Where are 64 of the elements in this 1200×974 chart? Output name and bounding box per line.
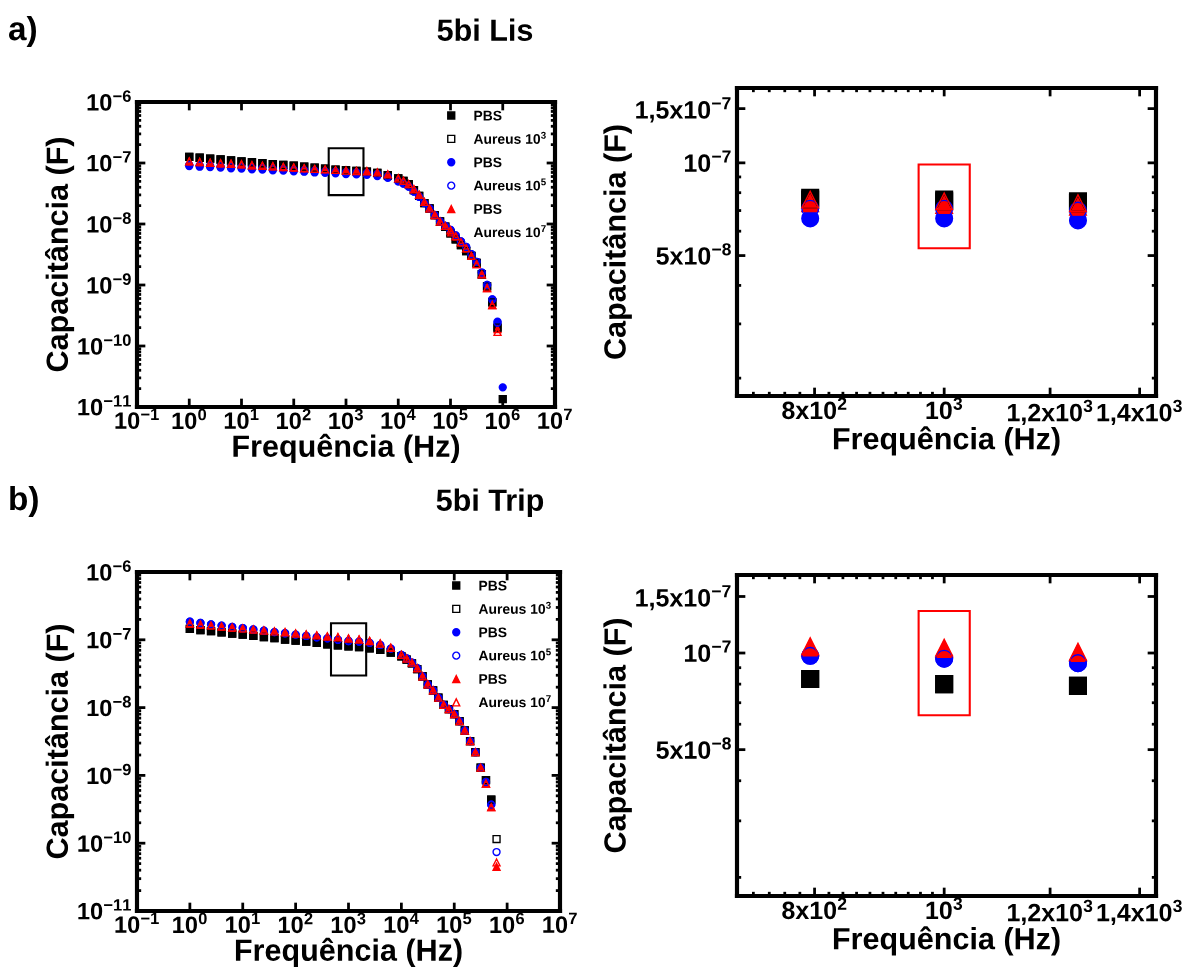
x-tick-label: 10$^{4}$ bbox=[384, 912, 419, 933]
legend-label: PBS bbox=[479, 627, 507, 638]
x-tick-label: 10$^{2}$ bbox=[277, 408, 311, 430]
y-tick-label: 10$^{−9}$ bbox=[87, 763, 131, 785]
y-tick-label: 10$^{−9}$ bbox=[87, 273, 131, 294]
y-tick-label: 5x10$^{−8}$ bbox=[656, 737, 731, 759]
x-tick-label: 10$^{0}$ bbox=[172, 408, 207, 430]
y-tick-label: 5x10$^{−8}$ bbox=[656, 243, 731, 265]
y-tick-label: 10$^{−6}$ bbox=[87, 90, 131, 111]
x-axis-title: Frequência (Hz) bbox=[833, 926, 1060, 956]
x-axis-title: Frequência (Hz) bbox=[233, 433, 460, 464]
y-tick-label: 10$^{−8}$ bbox=[87, 212, 131, 233]
legend-label: Aureus 10$^{5}$ bbox=[478, 648, 551, 661]
x-tick-label: 10$^{3}$ bbox=[329, 408, 363, 430]
y-axis-title: Capacitância (F) bbox=[44, 138, 75, 372]
y-tick-label: 10$^{−7}$ bbox=[87, 628, 131, 649]
x-tick-label: 10$^{2}$ bbox=[278, 912, 313, 934]
x-tick-label: 1,4x10$^{3}$ bbox=[1097, 399, 1182, 426]
x-tick-label: 10$^{3}$ bbox=[331, 912, 366, 934]
x-tick-label: 10$^{5}$ bbox=[433, 408, 468, 429]
legend-label: PBS bbox=[474, 110, 502, 121]
x-tick-label: 8x10$^{2}$ bbox=[782, 397, 847, 420]
y-tick-label: 10$^{−6}$ bbox=[87, 560, 131, 581]
y-tick-label: 10$^{−10}$ bbox=[78, 334, 131, 355]
legend-label: PBS bbox=[474, 204, 502, 214]
y-axis-title: Capacitância (F) bbox=[602, 125, 632, 359]
x-tick-label: 1,2x10$^{3}$ bbox=[1008, 899, 1093, 926]
x-axis-title: Frequência (Hz) bbox=[833, 426, 1060, 456]
legend-label: PBS bbox=[474, 157, 502, 168]
y-tick-label: 10$^{−8}$ bbox=[87, 695, 131, 717]
x-tick-label: 10$^{4}$ bbox=[381, 408, 416, 429]
y-axis-title: Capacitância (F) bbox=[602, 619, 632, 853]
x-tick-label: 10$^{3}$ bbox=[926, 397, 963, 420]
y-tick-label: 10$^{−10}$ bbox=[78, 831, 131, 852]
x-tick-label: 10$^{7}$ bbox=[543, 912, 577, 933]
text: a) bbox=[8, 15, 36, 47]
x-tick-label: 10$^{1}$ bbox=[224, 408, 259, 429]
x-tick-label: 10$^{5}$ bbox=[437, 912, 472, 933]
legend-label: PBS bbox=[479, 674, 507, 684]
x-tick-label: 10$^{7}$ bbox=[538, 408, 572, 429]
legend-label: Aureus 10$^{5}$ bbox=[473, 178, 546, 191]
x-axis-title: Frequência (Hz) bbox=[235, 937, 462, 968]
x-tick-label: 10$^{3}$ bbox=[926, 897, 963, 920]
text: b) bbox=[10, 485, 38, 517]
x-tick-label: 10$^{6}$ bbox=[490, 912, 525, 934]
x-tick-label: 8x10$^{2}$ bbox=[782, 897, 847, 920]
y-axis-title: Capacitância (F) bbox=[44, 625, 75, 859]
y-tick-label: 1,5x10$^{−7}$ bbox=[636, 97, 731, 123]
chart-title: 5bi Lis bbox=[437, 18, 533, 41]
x-tick-label: 10$^{1}$ bbox=[226, 912, 260, 933]
x-tick-label: 10$^{0}$ bbox=[173, 912, 207, 934]
chart-title: 5bi Trip bbox=[436, 488, 544, 517]
legend-label: Aureus 10$^{7}$ bbox=[473, 225, 546, 238]
legend-label: Aureus 10$^{3}$ bbox=[473, 131, 546, 144]
legend-label: Aureus 10$^{3}$ bbox=[478, 601, 551, 614]
legend-label: PBS bbox=[479, 580, 507, 591]
x-tick-label: 1,2x10$^{3}$ bbox=[1008, 399, 1093, 426]
y-tick-label: 1,5x10$^{−7}$ bbox=[636, 585, 731, 611]
x-tick-label: 1,4x10$^{3}$ bbox=[1097, 899, 1182, 926]
y-tick-label: 10$^{−7}$ bbox=[87, 151, 131, 172]
legend-label: Aureus 10$^{7}$ bbox=[478, 695, 551, 708]
x-tick-label: 10$^{6}$ bbox=[486, 408, 520, 430]
y-tick-label: 10$^{−7}$ bbox=[684, 640, 731, 663]
y-tick-label: 10$^{−7}$ bbox=[684, 150, 731, 172]
